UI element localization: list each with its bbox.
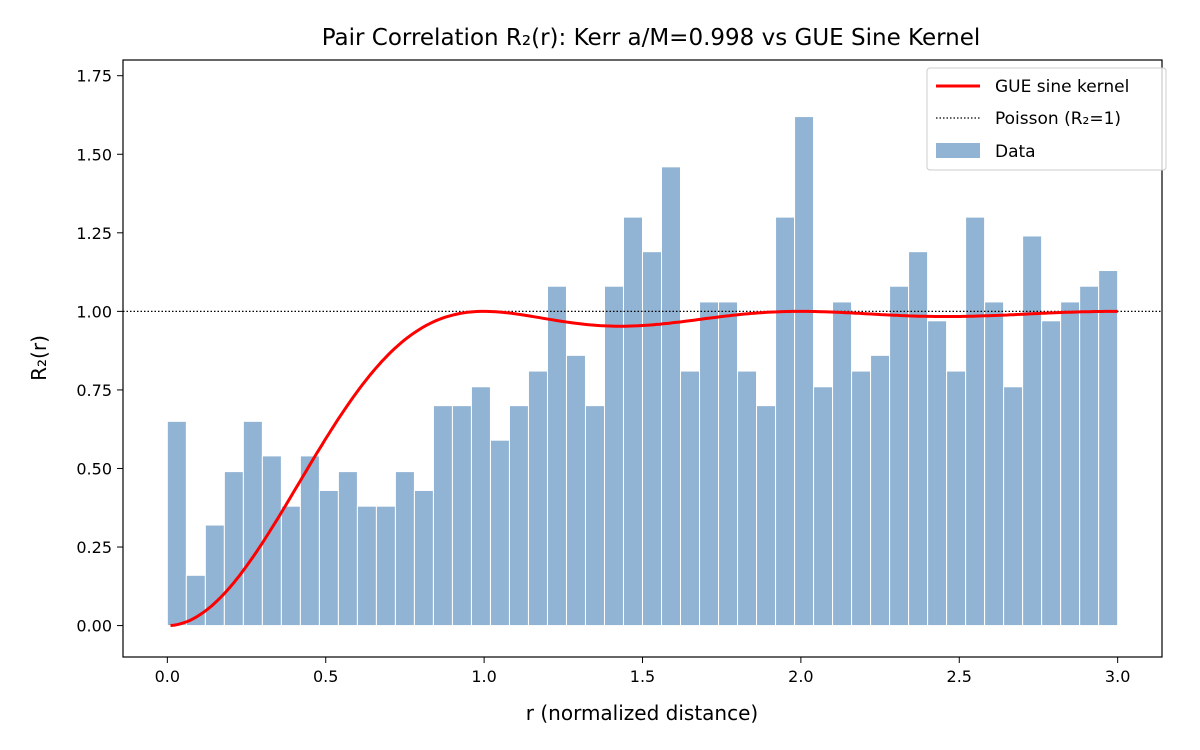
histogram-bar	[718, 301, 739, 627]
histogram-bar	[965, 216, 986, 627]
histogram-bar	[508, 405, 529, 627]
y-tick-label: 0.75	[76, 381, 112, 400]
histogram-bar	[737, 370, 758, 627]
histogram-bar	[946, 370, 967, 627]
histogram-bar	[280, 505, 301, 627]
histogram-bar	[375, 505, 396, 627]
y-tick-label: 0.50	[76, 459, 112, 478]
histogram-bar	[242, 420, 263, 627]
histogram-bar	[337, 471, 358, 627]
y-tick-label: 0.25	[76, 538, 112, 557]
histogram-bar	[908, 251, 929, 627]
legend-label-poisson: Poisson (R₂=1)	[995, 109, 1121, 129]
histogram-bar	[223, 471, 244, 627]
histogram-bar	[356, 505, 377, 627]
histogram-bar	[851, 370, 872, 627]
y-tick-label: 1.75	[76, 67, 112, 86]
y-tick-label: 0.00	[76, 617, 112, 636]
legend: GUE sine kernel Poisson (R₂=1) Data	[926, 67, 1167, 171]
histogram-bar	[546, 285, 567, 627]
x-tick-label: 2.5	[947, 667, 972, 686]
x-axis-label: r (normalized distance)	[526, 701, 758, 725]
histogram-bar	[1060, 301, 1081, 627]
histogram-bar	[1079, 285, 1100, 627]
histogram-bar	[642, 251, 663, 627]
legend-label-data: Data	[995, 142, 1036, 162]
histogram-bar	[775, 216, 796, 627]
legend-label-gue: GUE sine kernel	[995, 77, 1129, 97]
histogram-bar	[622, 216, 643, 627]
histogram-bar	[527, 370, 548, 627]
histogram-bar	[889, 285, 910, 627]
histogram-bar	[927, 320, 948, 627]
histogram-bar	[470, 386, 491, 627]
histogram-bar	[661, 166, 682, 627]
y-tick-label: 1.25	[76, 224, 112, 243]
histogram-bar	[413, 489, 434, 627]
y-axis-label: R₂(r)	[27, 335, 51, 381]
histogram-bar	[584, 405, 605, 627]
histogram-bar	[1003, 386, 1024, 627]
legend-swatch-data	[936, 143, 980, 158]
histogram-bar	[432, 405, 453, 627]
histogram-bar	[166, 420, 187, 627]
histogram-bar	[984, 301, 1005, 627]
y-tick-label: 1.50	[76, 145, 112, 164]
histogram-bar	[699, 301, 720, 627]
x-tick-label: 3.0	[1105, 667, 1130, 686]
histogram-bar	[1041, 320, 1062, 627]
histogram-bar	[299, 455, 320, 627]
histogram-bar	[451, 405, 472, 627]
y-tick-label: 1.00	[76, 302, 112, 321]
histogram-bar	[813, 386, 834, 627]
histogram-bar	[680, 370, 701, 627]
histogram-bar	[1022, 235, 1043, 627]
histogram-bar	[794, 116, 815, 627]
histogram-bar	[832, 301, 853, 627]
x-tick-label: 0.5	[313, 667, 338, 686]
x-tick-label: 0.0	[155, 667, 180, 686]
gue-curve	[170, 309, 1118, 627]
legend-box	[926, 67, 1167, 171]
chart-title: Pair Correlation R₂(r): Kerr a/M=0.998 v…	[322, 25, 981, 51]
x-tick-label: 1.0	[471, 667, 496, 686]
histogram-bar	[318, 489, 339, 627]
histogram-bar	[756, 405, 777, 627]
plot-area: 0.0 0.5 1.0 1.5 2.0 2.5 3.0 0.00 0.25 0.50 0.75 1.0…	[76, 59, 1163, 686]
x-tick-label: 1.5	[630, 667, 655, 686]
histogram-bar	[870, 354, 891, 627]
histogram-bar	[1098, 270, 1119, 627]
histogram-bar	[603, 285, 624, 627]
histogram-bar	[565, 354, 586, 627]
x-tick-label: 2.0	[788, 667, 813, 686]
histogram-bar	[394, 471, 415, 627]
histogram-bar	[489, 439, 510, 627]
